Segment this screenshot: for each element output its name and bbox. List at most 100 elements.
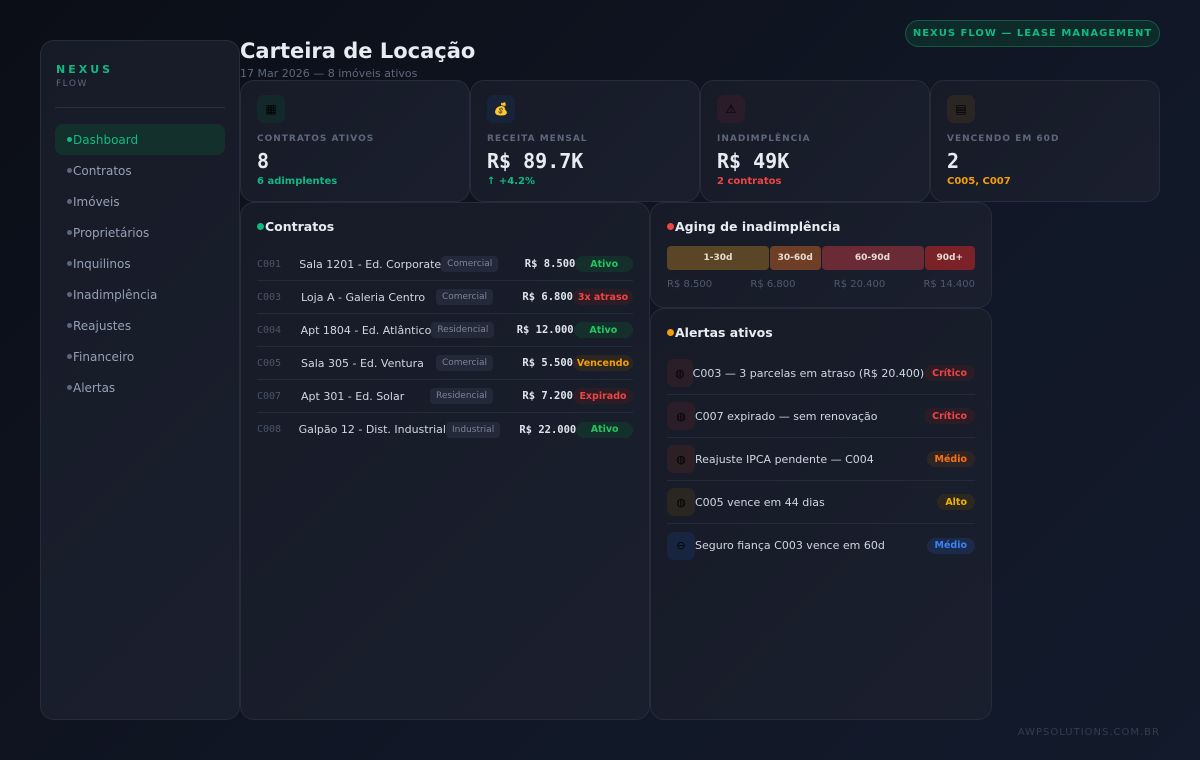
table-row[interactable]: C007 Apt 301 - Ed. Solar Residencial R$ 7.2… (257, 380, 633, 413)
sidebar-item-contratos[interactable]: Contratos (55, 155, 225, 186)
brand-name: NEXUS (56, 63, 114, 76)
table-row[interactable]: C003 Loja A - Galeria Centro Comercial R$ 6… (257, 281, 633, 314)
app-badge: NEXUS FLOW — LEASE MANAGEMENT (905, 20, 1160, 47)
alert-text: Seguro fiança C003 vence em 60d (695, 539, 885, 552)
status-badge: Ativo (575, 256, 633, 272)
page-title: Carteira de Locação (240, 39, 476, 63)
property-name: Sala 305 - Ed. Ventura (301, 356, 424, 370)
sidebar-item-label: Imóveis (73, 194, 120, 209)
kpi-card: ▤ VENCENDO EM 60D 2 C005, C007 (930, 80, 1160, 202)
severity-badge: Alto (937, 494, 975, 510)
contracts-title: Contratos (257, 219, 633, 234)
contract-id: C005 (257, 357, 282, 369)
sidebar-item-label: Contratos (73, 163, 132, 178)
aging-value: R$ 20.400 (833, 279, 886, 290)
calendar-icon: ▤ (947, 95, 975, 123)
sidebar-item-label: Dashboard (73, 132, 139, 147)
kpi-value: 8 (257, 149, 270, 173)
kpi-subtext: C005, C007 (947, 176, 1011, 187)
severity-badge: Médio (926, 537, 975, 554)
table-row[interactable]: C008 Galpão 12 - Dist. Industrial Industri… (257, 413, 633, 446)
sidebar-item-inquilinos[interactable]: Inquilinos (55, 248, 225, 279)
contract-id: C008 (257, 424, 282, 435)
alert-item[interactable]: ⊖ Seguro fiança C003 vence em 60d Médio (667, 524, 975, 567)
rent-value: R$ 8.500 (524, 258, 576, 270)
contract-id: C007 (257, 390, 282, 402)
sidebar-item-label: Reajustes (73, 318, 132, 333)
sidebar-item-alertas[interactable]: Alertas (55, 372, 225, 403)
aging-segment: 60-90d (821, 246, 924, 270)
bullet-icon (67, 261, 72, 266)
kpi-subtext: 6 adimplentes (257, 176, 338, 187)
property-name: Galpão 12 - Dist. Industrial (298, 423, 446, 436)
property-name: Loja A - Galeria Centro (301, 290, 426, 304)
contracts-panel: Contratos C001 Sala 1201 - Ed. Corporate C… (240, 202, 650, 720)
rent-value: R$ 7.200 (522, 390, 573, 402)
type-tag: Comercial (441, 256, 499, 272)
alert-text: Reajuste IPCA pendente — C004 (695, 452, 874, 466)
bullet-icon (67, 323, 72, 328)
bullet-icon (67, 199, 72, 204)
high-circle-icon: ◍ (667, 488, 695, 516)
alert-item[interactable]: ◍ C007 expirado — sem renovação Crítico (667, 395, 975, 438)
critical-circle-icon: ◍ (667, 402, 695, 430)
footer-link[interactable]: AWPSOLUTIONS.COM.BR (1017, 727, 1160, 738)
bullet-icon (67, 168, 72, 173)
sidebar-item-label: Alertas (73, 380, 116, 395)
table-row[interactable]: C001 Sala 1201 - Ed. Corporate Comercial R$… (257, 248, 633, 281)
aging-values: R$ 8.500 R$ 6.800 R$ 20.400 R$ 14.400 (667, 279, 975, 290)
page-subtitle: 17 Mar 2026 — 8 imóveis ativos (240, 67, 418, 80)
warning-icon: ⚠ (717, 95, 745, 123)
sidebar-item-label: Proprietários (73, 225, 150, 240)
table-row[interactable]: C005 Sala 305 - Ed. Ventura Comercial R$ 5.… (257, 347, 633, 380)
sidebar-item-dashboard[interactable]: Dashboard (55, 124, 225, 155)
alert-text: C003 — 3 parcelas em atraso (R$ 20.400) (692, 366, 925, 380)
contract-id: C004 (257, 324, 282, 336)
sidebar-item-proprietarios[interactable]: Proprietários (55, 217, 225, 248)
severity-badge: Médio (926, 451, 975, 467)
kpi-subtext: 2 contratos (717, 176, 782, 187)
type-tag: Comercial (435, 289, 493, 305)
kpi-value: R$ 89.7K (487, 149, 584, 173)
alert-item[interactable]: ◍ C003 — 3 parcelas em atraso (R$ 20.400)… (667, 352, 975, 395)
rent-value: R$ 6.800 (522, 291, 573, 303)
aging-value: R$ 14.400 (923, 279, 975, 290)
bullet-icon (67, 137, 72, 142)
sidebar-item-financeiro[interactable]: Financeiro (55, 341, 225, 372)
kpi-value: R$ 49K (717, 149, 790, 173)
status-badge: Expirado (573, 388, 633, 404)
property-name: Sala 1201 - Ed. Corporate (299, 257, 442, 271)
status-badge: Ativo (576, 421, 633, 438)
sidebar-item-inadimplencia[interactable]: Inadimplência (55, 279, 225, 310)
sidebar: NEXUS FLOW Dashboard Contratos Imóveis Prop… (40, 40, 240, 720)
sidebar-item-label: Inquilinos (73, 256, 131, 271)
status-badge: Ativo (573, 322, 633, 338)
property-name: Apt 1804 - Ed. Atlântico (300, 323, 432, 337)
critical-circle-icon: ◍ (667, 359, 693, 387)
status-dot-icon (667, 329, 674, 336)
alert-text: C007 expirado — sem renovação (695, 409, 878, 423)
contract-id: C001 (257, 258, 282, 270)
contracts-title-label: Contratos (265, 219, 335, 234)
sidebar-nav: Dashboard Contratos Imóveis Proprietários In… (55, 124, 225, 403)
rent-value: R$ 5.500 (522, 357, 573, 369)
table-row[interactable]: C004 Apt 1804 - Ed. Atlântico Residencial R… (257, 314, 633, 347)
aging-title-label: Aging de inadimplência (675, 219, 841, 234)
alert-item[interactable]: ◍ C005 vence em 44 dias Alto (667, 481, 975, 524)
alert-text: C005 vence em 44 dias (695, 495, 825, 509)
property-name: Apt 301 - Ed. Solar (301, 389, 405, 403)
type-tag: Industrial (445, 421, 501, 438)
sidebar-item-imoveis[interactable]: Imóveis (55, 186, 225, 217)
aging-title: Aging de inadimplência (667, 219, 975, 234)
alert-item[interactable]: ◍ Reajuste IPCA pendente — C004 Médio (667, 438, 975, 481)
rent-value: R$ 12.000 (516, 324, 574, 336)
alerts-title-label: Alertas ativos (675, 325, 773, 340)
kpi-label: RECEITA MENSAL (487, 134, 588, 144)
sidebar-item-reajustes[interactable]: Reajustes (55, 310, 225, 341)
aging-segment: 1-30d (667, 246, 769, 270)
aging-bar: 1-30d 30-60d 60-90d 90d+ (667, 246, 975, 270)
divider (55, 107, 225, 108)
aging-value: R$ 8.500 (667, 279, 713, 290)
info-circle-icon: ⊖ (667, 531, 695, 560)
contract-id: C003 (257, 291, 282, 303)
